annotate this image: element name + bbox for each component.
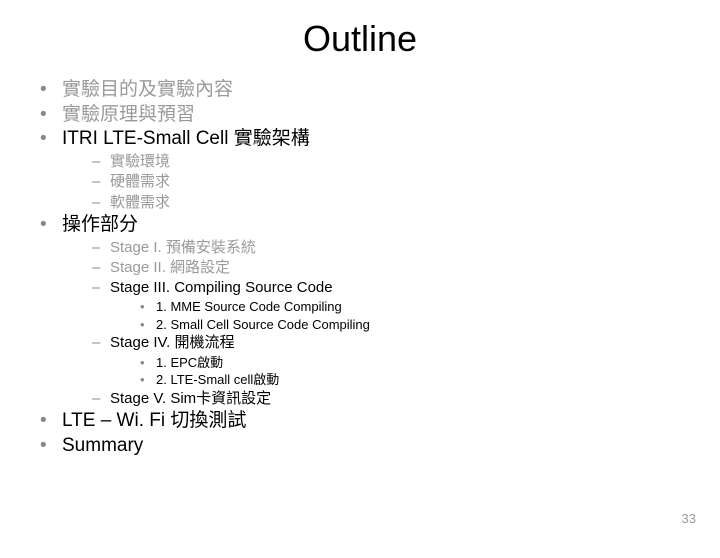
dash-icon: –	[92, 389, 110, 409]
dash-icon: –	[92, 258, 110, 278]
dot-icon: •	[140, 371, 156, 389]
sub-item-4-3: – Stage III. Compiling Source Code	[40, 278, 680, 298]
subsub-text: 1. EPC啟動	[156, 354, 223, 372]
bullet-item-2: • 實驗原理與預習	[40, 103, 680, 128]
subsub-text: 2. Small Cell Source Code Compiling	[156, 316, 370, 334]
dash-icon: –	[92, 152, 110, 172]
sub-item-4-5: – Stage V. Sim卡資訊設定	[40, 389, 680, 409]
sub-text: Stage III. Compiling Source Code	[110, 278, 333, 298]
subsub-text: 1. MME Source Code Compiling	[156, 298, 342, 316]
dash-icon: –	[92, 172, 110, 192]
bullet-icon: •	[40, 78, 62, 103]
bullet-icon: •	[40, 103, 62, 128]
sub-item-3-3: – 軟體需求	[40, 193, 680, 213]
sub-text: Stage II. 網路設定	[110, 258, 230, 278]
bullet-text: 實驗原理與預習	[62, 103, 195, 128]
sub-text: 硬體需求	[110, 172, 170, 192]
slide-title: Outline	[0, 18, 720, 60]
bullet-item-6: • Summary	[40, 434, 680, 459]
dash-icon: –	[92, 238, 110, 258]
dash-icon: –	[92, 193, 110, 213]
subsub-text: 2. LTE-Small cell啟動	[156, 371, 279, 389]
sub-item-3-1: – 實驗環境	[40, 152, 680, 172]
outline-content: • 實驗目的及實驗內容 • 實驗原理與預習 • ITRI LTE-Small C…	[0, 78, 720, 458]
sub-text: Stage I. 預備安裝系統	[110, 238, 256, 258]
sub-text: Stage V. Sim卡資訊設定	[110, 389, 271, 409]
bullet-text: 操作部分	[62, 213, 138, 238]
sub-item-4-2: – Stage II. 網路設定	[40, 258, 680, 278]
dot-icon: •	[140, 316, 156, 334]
bullet-text: ITRI LTE-Small Cell 實驗架構	[62, 127, 310, 152]
dash-icon: –	[92, 333, 110, 353]
dot-icon: •	[140, 354, 156, 372]
sub-item-3-2: – 硬體需求	[40, 172, 680, 192]
subsub-item-4-3-1: • 1. MME Source Code Compiling	[40, 298, 680, 316]
bullet-item-3: • ITRI LTE-Small Cell 實驗架構	[40, 127, 680, 152]
subsub-item-4-4-2: • 2. LTE-Small cell啟動	[40, 371, 680, 389]
sub-item-4-4: – Stage IV. 開機流程	[40, 333, 680, 353]
bullet-text: Summary	[62, 434, 143, 459]
bullet-icon: •	[40, 409, 62, 434]
page-number: 33	[682, 511, 696, 526]
bullet-icon: •	[40, 213, 62, 238]
bullet-item-1: • 實驗目的及實驗內容	[40, 78, 680, 103]
sub-item-4-1: – Stage I. 預備安裝系統	[40, 238, 680, 258]
subsub-item-4-3-2: • 2. Small Cell Source Code Compiling	[40, 316, 680, 334]
dash-icon: –	[92, 278, 110, 298]
subsub-item-4-4-1: • 1. EPC啟動	[40, 354, 680, 372]
bullet-item-4: • 操作部分	[40, 213, 680, 238]
sub-text: 實驗環境	[110, 152, 170, 172]
bullet-icon: •	[40, 434, 62, 459]
bullet-text: LTE – Wi. Fi 切換測試	[62, 409, 246, 434]
bullet-text: 實驗目的及實驗內容	[62, 78, 233, 103]
bullet-icon: •	[40, 127, 62, 152]
bullet-item-5: • LTE – Wi. Fi 切換測試	[40, 409, 680, 434]
sub-text: Stage IV. 開機流程	[110, 333, 235, 353]
dot-icon: •	[140, 298, 156, 316]
sub-text: 軟體需求	[110, 193, 170, 213]
